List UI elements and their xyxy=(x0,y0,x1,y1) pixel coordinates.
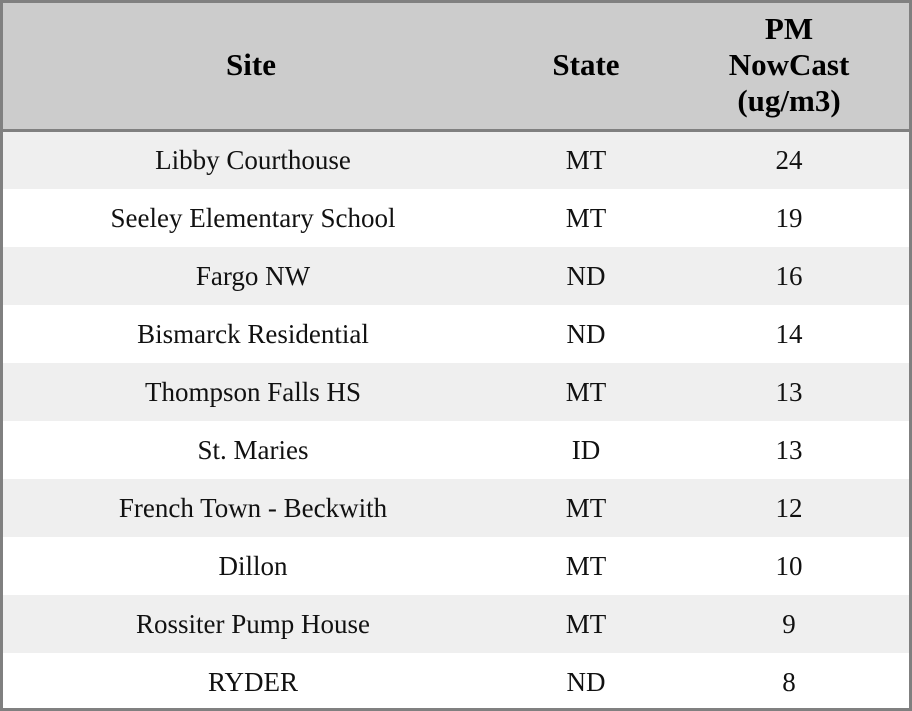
cell-pm: 8 xyxy=(669,652,909,708)
cell-state: MT xyxy=(503,594,669,653)
column-header-site[interactable]: Site xyxy=(3,3,503,132)
cell-state: MT xyxy=(503,478,669,537)
table-row[interactable]: RYDER ND 8 xyxy=(3,652,909,708)
air-quality-table: Site State PM NowCast (ug/m3) Libby Cour… xyxy=(3,3,909,708)
cell-pm: 16 xyxy=(669,246,909,305)
table-row[interactable]: St. Maries ID 13 xyxy=(3,420,909,479)
cell-state: ND xyxy=(503,304,669,363)
cell-state: ID xyxy=(503,420,669,479)
table-header: Site State PM NowCast (ug/m3) xyxy=(3,3,909,132)
cell-site: St. Maries xyxy=(3,420,503,479)
cell-site: Seeley Elementary School xyxy=(3,188,503,247)
table-row[interactable]: Fargo NW ND 16 xyxy=(3,246,909,305)
cell-state: ND xyxy=(503,652,669,708)
cell-site: Thompson Falls HS xyxy=(3,362,503,421)
cell-site: Rossiter Pump House xyxy=(3,594,503,653)
table-row[interactable]: Thompson Falls HS MT 13 xyxy=(3,362,909,421)
cell-pm: 24 xyxy=(669,130,909,189)
cell-pm: 13 xyxy=(669,362,909,421)
table-header-row: Site State PM NowCast (ug/m3) xyxy=(3,3,909,132)
cell-pm: 13 xyxy=(669,420,909,479)
cell-site: Dillon xyxy=(3,536,503,595)
cell-pm: 10 xyxy=(669,536,909,595)
cell-state: ND xyxy=(503,246,669,305)
cell-pm: 19 xyxy=(669,188,909,247)
cell-site: RYDER xyxy=(3,652,503,708)
table-row[interactable]: Seeley Elementary School MT 19 xyxy=(3,188,909,247)
column-header-pm-nowcast[interactable]: PM NowCast (ug/m3) xyxy=(669,3,909,132)
table-row[interactable]: Dillon MT 10 xyxy=(3,536,909,595)
cell-site: Fargo NW xyxy=(3,246,503,305)
cell-site: French Town - Beckwith xyxy=(3,478,503,537)
table-row[interactable]: French Town - Beckwith MT 12 xyxy=(3,478,909,537)
cell-state: MT xyxy=(503,130,669,189)
column-header-pm-line1: PM xyxy=(764,11,814,46)
cell-state: MT xyxy=(503,188,669,247)
cell-state: MT xyxy=(503,536,669,595)
cell-pm: 12 xyxy=(669,478,909,537)
cell-pm: 9 xyxy=(669,594,909,653)
table-row[interactable]: Rossiter Pump House MT 9 xyxy=(3,594,909,653)
column-header-state[interactable]: State xyxy=(503,3,669,132)
cell-site: Libby Courthouse xyxy=(3,130,503,189)
cell-state: MT xyxy=(503,362,669,421)
table-body: Libby Courthouse MT 24 Seeley Elementary Sc… xyxy=(3,130,909,708)
cell-site: Bismarck Residential xyxy=(3,304,503,363)
cell-pm: 14 xyxy=(669,304,909,363)
table-row[interactable]: Bismarck Residential ND 14 xyxy=(3,304,909,363)
table-row[interactable]: Libby Courthouse MT 24 xyxy=(3,130,909,189)
column-header-pm-line2: NowCast xyxy=(728,47,850,82)
column-header-pm-line3: (ug/m3) xyxy=(737,83,841,118)
